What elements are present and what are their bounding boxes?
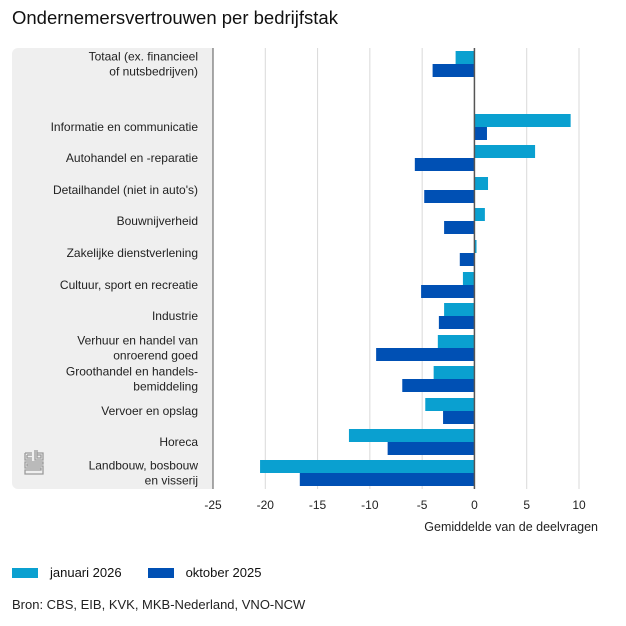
bar-oktober-2025 (421, 285, 475, 298)
bar-januari-2026 (425, 398, 475, 411)
category-label: Verhuur en handel van (77, 334, 198, 348)
bar-januari-2026 (474, 240, 477, 253)
bar-oktober-2025 (424, 190, 475, 203)
chart-title: Ondernemersvertrouwen per bedrijfstak (12, 7, 338, 28)
bar-januari-2026 (433, 366, 475, 379)
category-label: Vervoer en opslag (101, 404, 198, 418)
legend-swatch-jan (12, 567, 38, 578)
bar-januari-2026 (462, 272, 475, 285)
legend-label-jan: januari 2026 (50, 565, 122, 580)
bar-januari-2026 (455, 51, 475, 64)
category-label: Horeca (159, 435, 198, 449)
cbs-logo-icon (24, 450, 44, 475)
bars (260, 51, 571, 486)
bar-oktober-2025 (387, 442, 475, 455)
category-label: onroerend goed (113, 349, 198, 363)
category-label: Detailhandel (niet in auto's) (53, 183, 198, 197)
category-label: Zakelijke dienstverlening (67, 246, 198, 260)
category-label: bemiddeling (133, 380, 198, 394)
bar-oktober-2025 (402, 379, 475, 392)
x-tick-label: 0 (471, 498, 478, 512)
x-tick-label: -15 (309, 498, 327, 512)
bar-oktober-2025 (444, 221, 475, 234)
x-tick-label: 5 (523, 498, 530, 512)
legend: januari 2026 oktober 2025 (12, 565, 287, 580)
x-tick-label: -5 (417, 498, 428, 512)
x-tick-labels: -25 -20 -15 -10 -5 0 5 10 (204, 498, 586, 512)
bar-januari-2026 (474, 177, 489, 190)
category-label: Autohandel en -reparatie (66, 151, 198, 165)
x-axis-title: Gemiddelde van de deelvragen (424, 520, 598, 534)
category-label: Cultuur, sport en recreatie (60, 278, 198, 292)
x-tick-label: -10 (361, 498, 379, 512)
bar-januari-2026 (474, 114, 571, 127)
legend-swatch-okt (147, 567, 174, 578)
bar-oktober-2025 (376, 348, 475, 361)
bar-oktober-2025 (474, 127, 487, 140)
category-label: Industrie (152, 309, 198, 323)
legend-label-okt: oktober 2025 (185, 565, 262, 580)
axes (212, 48, 476, 489)
bar-oktober-2025 (432, 64, 475, 77)
category-label: Totaal (ex. financieel (89, 50, 198, 64)
bar-oktober-2025 (414, 158, 475, 171)
category-label: of nutsbedrijven) (109, 65, 198, 79)
source-note: Bron: CBS, EIB, KVK, MKB-Nederland, VNO-… (12, 597, 306, 612)
category-label: Bouwnijverheid (117, 214, 198, 228)
bar-januari-2026 (260, 460, 475, 473)
bar-januari-2026 (444, 303, 475, 316)
legend-item-jan: januari 2026 (12, 565, 122, 580)
category-label-panel (12, 48, 213, 489)
bar-oktober-2025 (299, 473, 475, 486)
x-tick-label: -20 (257, 498, 275, 512)
category-label: Groothandel en handels- (66, 365, 198, 379)
bar-januari-2026 (474, 208, 485, 221)
bar-oktober-2025 (443, 411, 475, 424)
category-label: Informatie en communicatie (51, 120, 199, 134)
bar-januari-2026 (474, 145, 536, 158)
legend-item-okt: oktober 2025 (147, 565, 262, 580)
x-tick-label: 10 (572, 498, 586, 512)
category-label: Landbouw, bosbouw (89, 459, 199, 473)
bar-januari-2026 (437, 335, 475, 348)
bar-oktober-2025 (459, 253, 475, 266)
x-tick-label: -25 (204, 498, 222, 512)
category-label: en visserij (145, 474, 198, 488)
bar-oktober-2025 (438, 316, 475, 329)
bar-januari-2026 (348, 429, 475, 442)
